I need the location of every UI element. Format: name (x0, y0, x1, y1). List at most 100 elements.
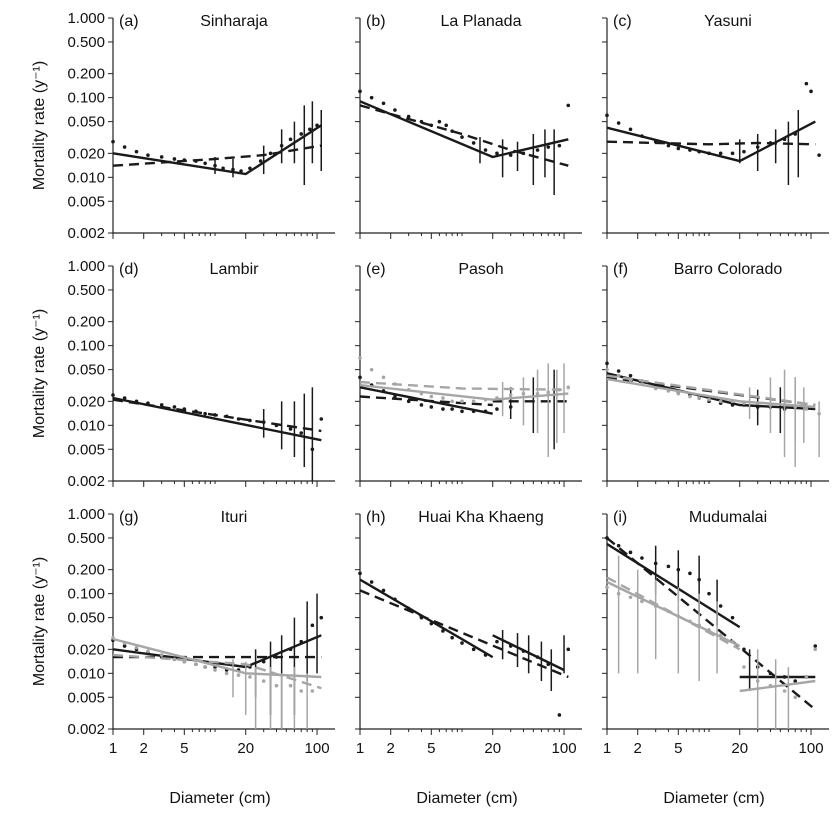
y-tick-label: 0.200 (67, 562, 105, 579)
data-point (146, 153, 150, 157)
data-point (261, 679, 266, 683)
data-point (310, 447, 315, 452)
data-point (471, 647, 476, 652)
y-axis-title: Mortality rate (y⁻¹) (31, 309, 48, 438)
fit-line-dashed (359, 589, 569, 679)
data-point (817, 153, 821, 157)
y-axis-title: Mortality rate (y⁻¹) (31, 557, 48, 686)
data-point (817, 411, 821, 416)
y-tick-label: 0.100 (67, 338, 105, 355)
data-point (258, 159, 263, 163)
data-point (288, 427, 293, 431)
series-grey (605, 367, 821, 467)
data-point (605, 361, 609, 366)
data-point (616, 121, 621, 125)
fit-line-solid (739, 679, 816, 693)
data-point (358, 356, 362, 360)
y-tick-label: 1.000 (67, 10, 105, 27)
x-tick-label: 20 (237, 740, 254, 757)
panel-label: (e) (366, 261, 386, 278)
data-point (203, 411, 207, 416)
panel-title: Ituri (221, 509, 248, 526)
series-black (111, 101, 323, 186)
data-point (122, 396, 127, 400)
data-point (274, 683, 279, 688)
data-point (793, 679, 798, 683)
panel-label: (b) (366, 13, 386, 30)
data-point (172, 157, 177, 161)
data-point (231, 167, 235, 172)
fit-line-solid (112, 637, 322, 679)
data-point (557, 713, 562, 717)
y-tick-label: 0.002 (67, 473, 105, 490)
fit-line-dashed (606, 140, 816, 146)
panel-3: (c) Yasuni (602, 13, 829, 239)
data-point (628, 595, 633, 600)
panel-label: (h) (366, 509, 386, 526)
data-point (134, 645, 139, 650)
data-point (755, 145, 760, 149)
series-black (605, 81, 821, 186)
data-point (697, 577, 701, 582)
data-point (358, 89, 362, 94)
series-black (358, 89, 571, 195)
fit-line-dashed (606, 374, 816, 407)
data-point (460, 409, 464, 414)
data-point (782, 689, 787, 693)
panel-title: Barro Colorado (674, 261, 783, 278)
data-point (159, 653, 164, 657)
data-point (288, 137, 293, 142)
panel-4: 1.000 0.500 0.200 0.100 0.050 0.020 0.010 0.005… (67, 258, 335, 490)
data-point (535, 391, 540, 396)
panel-title: Lambir (210, 261, 260, 278)
panel-title: Sinharaja (200, 13, 268, 30)
y-tick-label: 0.005 (67, 689, 105, 706)
data-point (742, 665, 746, 669)
y-tick-label: 0.020 (67, 393, 105, 410)
data-point (546, 390, 551, 395)
y-tick-label: 0.500 (67, 530, 105, 547)
data-point (248, 675, 252, 679)
panel-6: (f) Barro Colorado (602, 261, 829, 487)
fit-line-dashed (359, 104, 569, 167)
data-point (224, 671, 229, 676)
data-point (134, 149, 139, 154)
data-point (172, 657, 177, 662)
data-point (358, 375, 362, 380)
data-point (299, 689, 304, 693)
data-point (146, 649, 150, 653)
data-point (288, 683, 293, 688)
data-point (804, 675, 809, 679)
data-point (319, 417, 324, 421)
data-point (742, 149, 746, 154)
data-point (508, 405, 513, 409)
data-point (508, 393, 513, 397)
data-point (358, 571, 362, 576)
data-point (566, 385, 571, 390)
y-tick-label: 0.010 (67, 417, 105, 434)
data-point (495, 407, 499, 411)
data-point (676, 146, 681, 151)
y-tick-label: 0.002 (67, 225, 105, 242)
fit-line-solid (359, 383, 569, 401)
series-black (358, 571, 571, 717)
x-tick-label: 2 (634, 740, 642, 757)
data-point (381, 375, 386, 380)
data-point (393, 108, 397, 112)
data-point (450, 635, 454, 640)
data-point (813, 647, 818, 652)
x-tick-label: 20 (731, 740, 748, 757)
x-axis-title: Diameter (cm) (416, 790, 517, 807)
panel-label: (a) (119, 13, 139, 30)
data-point (172, 405, 177, 409)
x-tick-label: 2 (140, 740, 148, 757)
panel-title: Huai Kha Khaeng (418, 509, 543, 526)
data-point (666, 143, 671, 148)
panel-8: 1 2 5 20 100 (h) Huai Kha Khaeng (355, 509, 582, 757)
data-point (369, 580, 374, 584)
data-point (688, 571, 692, 576)
x-tick-label: 5 (180, 740, 188, 757)
fit-line-solid (492, 634, 565, 672)
data-point (308, 127, 312, 132)
data-point (521, 391, 526, 396)
